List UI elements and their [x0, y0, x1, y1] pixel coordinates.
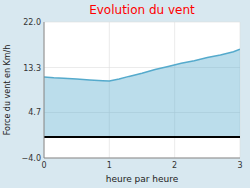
x-axis	[44, 158, 240, 159]
baseline	[44, 136, 240, 138]
plot-area	[44, 22, 240, 158]
tick-label: 22.0	[23, 18, 41, 27]
tick-label: 3	[237, 161, 242, 170]
y-axis	[44, 22, 45, 158]
title: Evolution du vent	[89, 3, 195, 17]
grid-line	[44, 22, 240, 23]
line	[44, 49, 240, 81]
area	[44, 49, 240, 137]
tick-label: 4.7	[28, 108, 41, 117]
y-axis-label: Force du vent en Km/h	[3, 45, 12, 136]
tick-label: 2	[172, 161, 177, 170]
tick-label: −4.0	[22, 154, 41, 163]
grid-line	[44, 22, 45, 158]
tick-label: 13.3	[23, 64, 41, 73]
chart: 0 1 2 3 −4.0 4.7 13.3 22.0 Evolution du vent heur…	[0, 0, 250, 188]
marks	[44, 49, 240, 137]
x-axis-label: heure par heure	[106, 174, 179, 184]
tick-label: 1	[107, 161, 112, 170]
grid-line	[44, 158, 240, 159]
tick-label: 0	[41, 161, 46, 170]
